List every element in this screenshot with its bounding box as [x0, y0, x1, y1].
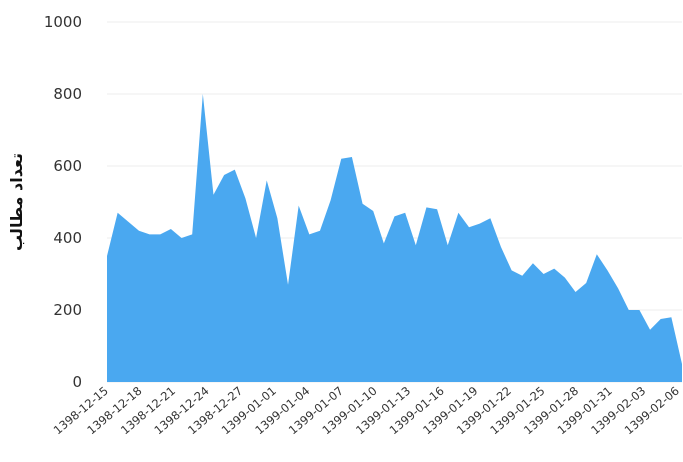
y-tick-label: 1000: [44, 13, 82, 31]
y-tick-label: 600: [53, 157, 82, 175]
y-tick-label: 400: [53, 229, 82, 247]
area-series-fill: [107, 94, 682, 382]
y-axis-ticks: 0 200 400 600 800 1000: [44, 13, 82, 391]
y-axis-label: تعداد مطالب: [7, 153, 26, 251]
y-tick-label: 800: [53, 85, 82, 103]
y-tick-label: 200: [53, 301, 82, 319]
y-tick-label: 0: [72, 373, 82, 391]
area-series: [107, 94, 682, 382]
x-axis-ticks: 1398-12-151398-12-181398-12-211398-12-24…: [51, 384, 682, 438]
